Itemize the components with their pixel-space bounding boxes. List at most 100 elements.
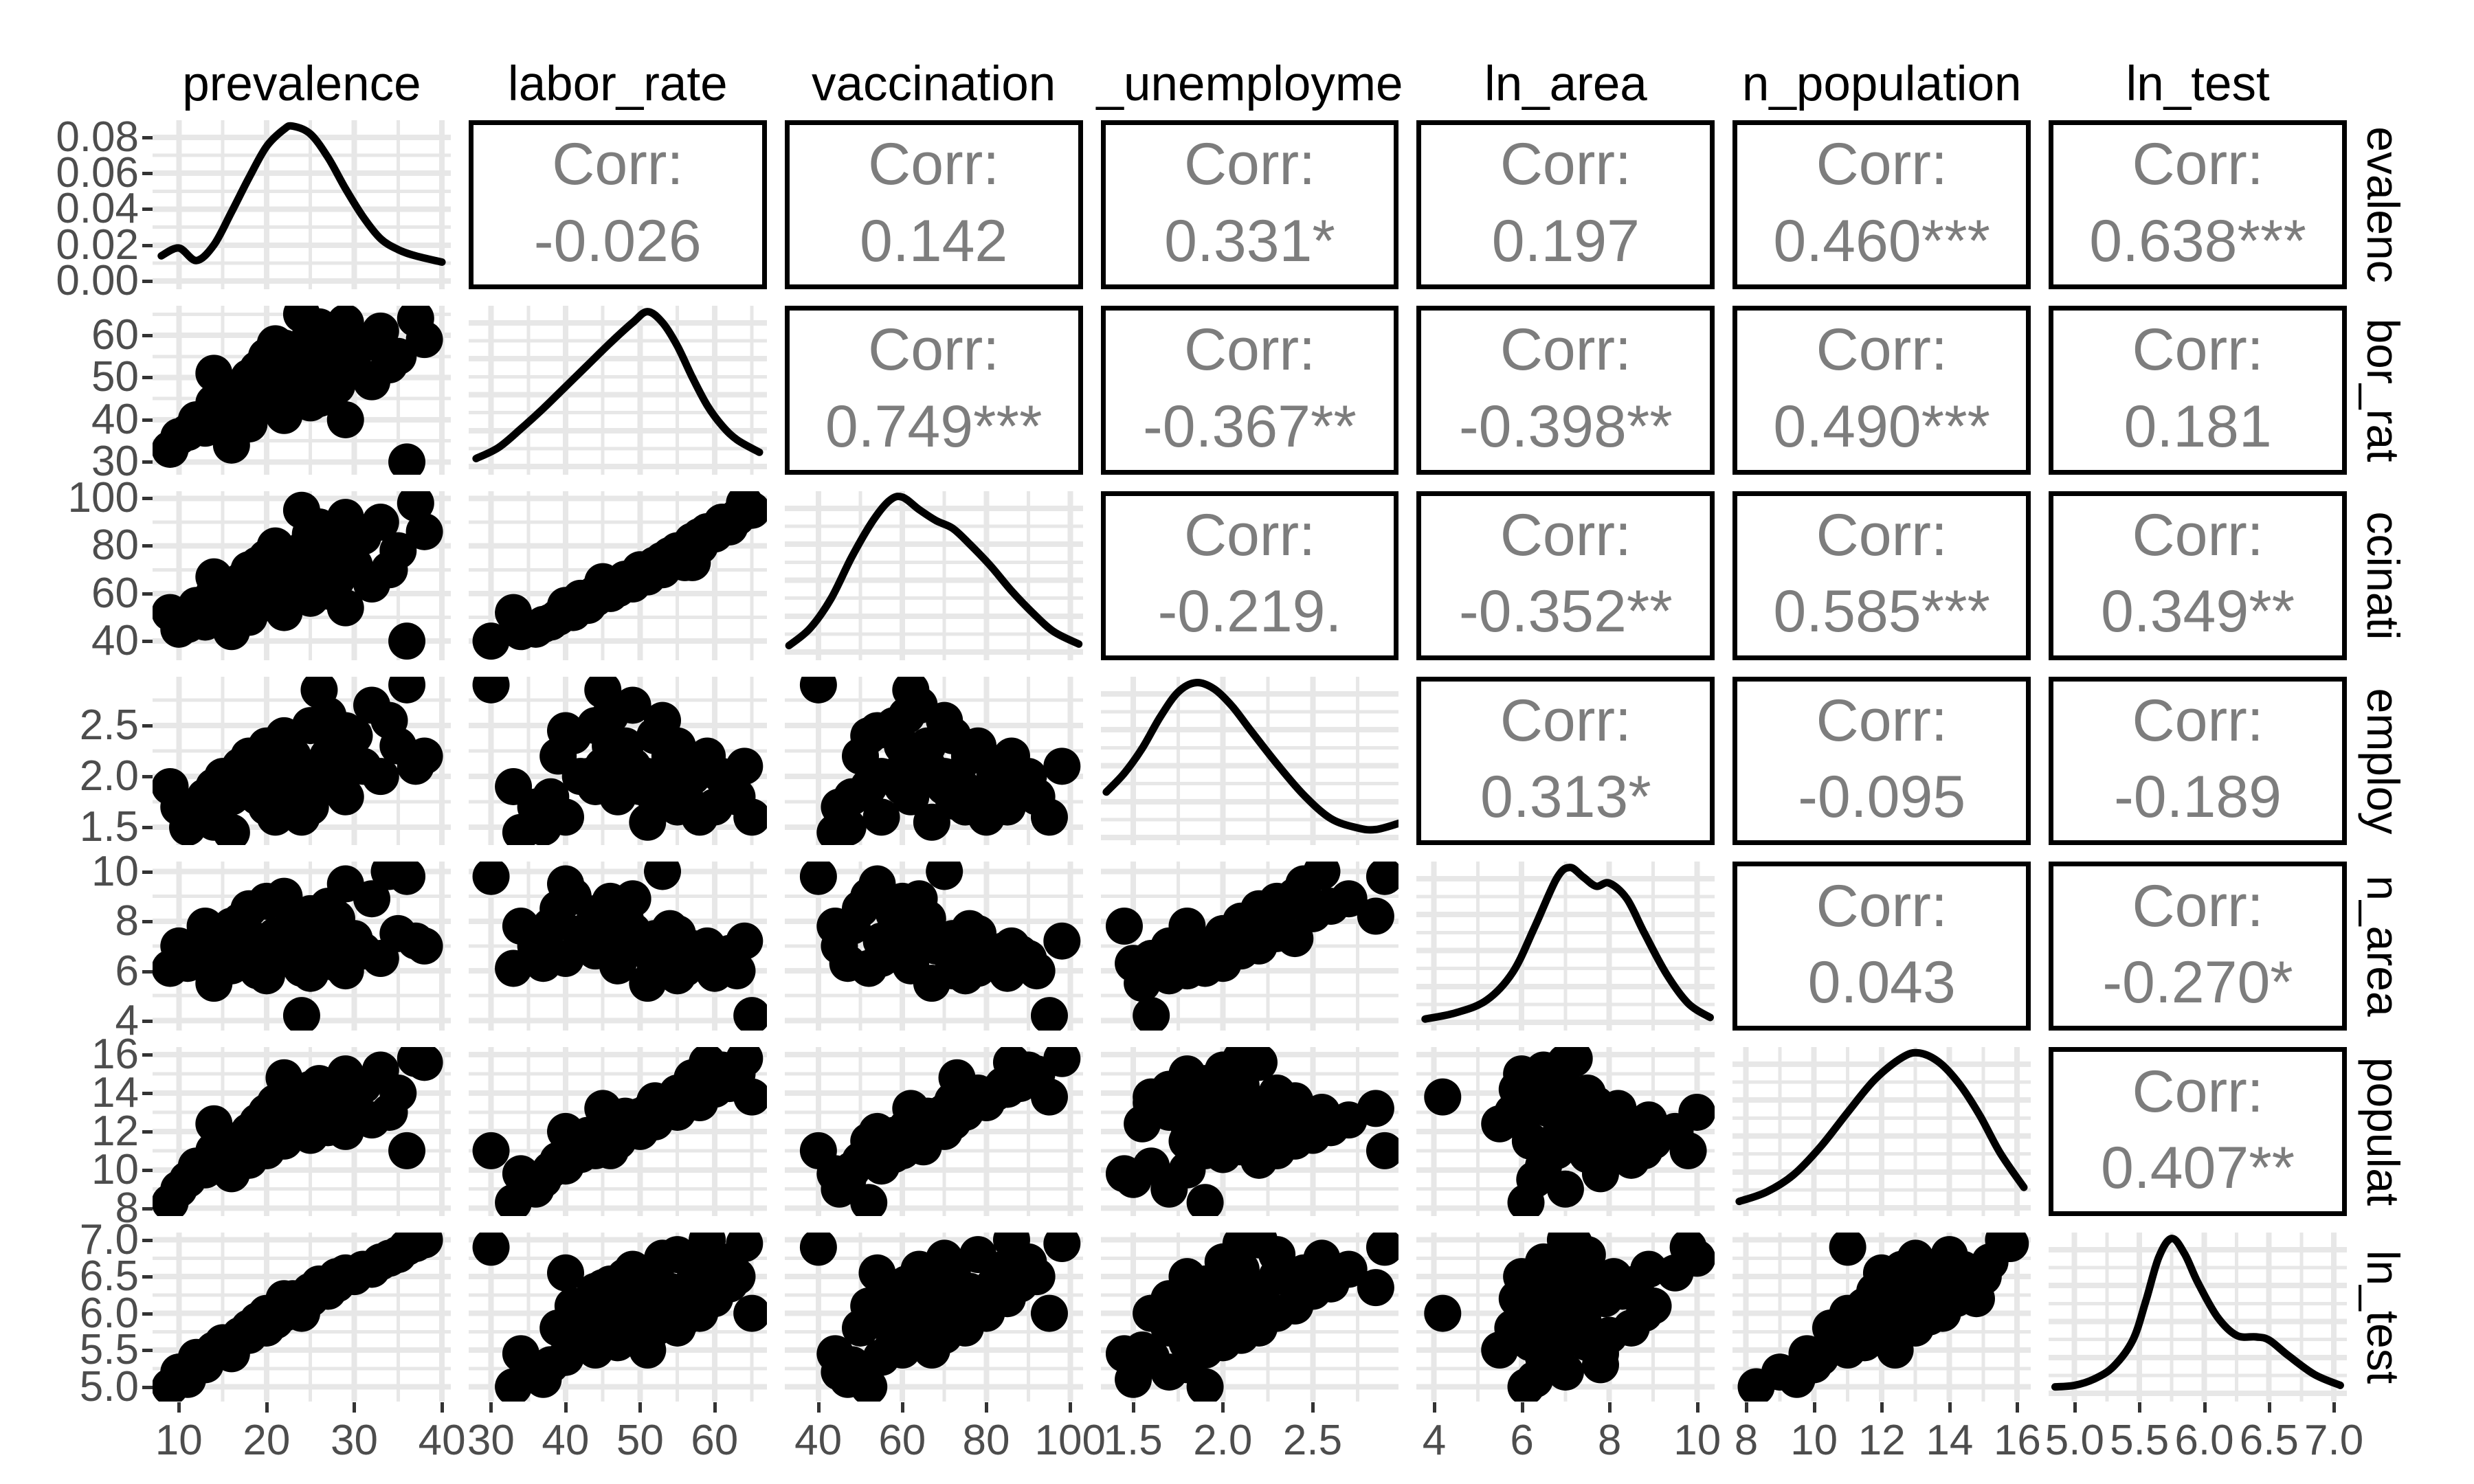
row-strip-ln_test: ln_test: [2358, 1250, 2409, 1384]
corr-label: Corr:: [1500, 317, 1631, 383]
corr-label: Corr:: [1500, 502, 1631, 569]
x-tick-ln_unemployment-2.5: 2.5: [1282, 1417, 1343, 1465]
tick-mark: [142, 639, 153, 643]
corr-value: 0.142: [860, 207, 1008, 274]
tick-mark: [1948, 1402, 1952, 1413]
tick-mark: [265, 1402, 269, 1413]
density-panel-ln_population: [1732, 1047, 2031, 1217]
scatter-panel-labor_rate-vs-ln_area: [468, 862, 767, 1031]
scatter-panel-prevalence-vs-ln_unemployment: [153, 676, 451, 846]
x-tick-ln_population-10: 10: [1790, 1417, 1838, 1465]
tick-mark: [142, 1206, 153, 1211]
x-tick-vaccination-80: 80: [962, 1417, 1010, 1465]
x-tick-vaccination-60: 60: [878, 1417, 926, 1465]
y-tick-ln_unemployment-2.5: 2.5: [79, 701, 139, 749]
scatter-panel-labor_rate-vs-vaccination: [468, 491, 767, 660]
tick-mark: [142, 418, 153, 422]
column-header-prevalence: prevalence: [182, 57, 421, 111]
tick-mark: [2203, 1402, 2207, 1413]
tick-mark: [1520, 1402, 1524, 1413]
corr-label: Corr:: [1500, 688, 1631, 754]
scatter-panel-prevalence-vs-ln_area: [153, 862, 451, 1031]
tick-mark: [177, 1402, 181, 1413]
corr-label: Corr:: [1500, 131, 1631, 198]
scatter-panel-prevalence-vs-vaccination: [153, 491, 451, 660]
x-tick-ln_population-16: 16: [1993, 1417, 2041, 1465]
x-tick-ln_population-14: 14: [1926, 1417, 1974, 1465]
corr-panel-labor_rate-ln_test: Corr: 0.181: [2049, 305, 2348, 475]
y-tick-ln_test-6.5: 6.5: [79, 1252, 139, 1301]
scatter-panel-ln_area-vs-ln_test: [1416, 1233, 1715, 1402]
tick-mark: [713, 1402, 717, 1413]
tick-mark: [142, 774, 153, 778]
tick-mark: [2332, 1402, 2337, 1413]
density-panel-vaccination: [784, 491, 1083, 660]
x-tick-ln_area-6: 6: [1510, 1417, 1534, 1465]
tick-mark: [1608, 1402, 1612, 1413]
tick-mark: [142, 1312, 153, 1316]
scatter-panel-vaccination-vs-ln_test: [784, 1233, 1083, 1402]
tick-mark: [2016, 1402, 2020, 1413]
y-tick-ln_test-5.0: 5.0: [79, 1362, 139, 1410]
corr-value: -0.026: [533, 207, 702, 274]
y-tick-ln_area-6: 6: [115, 947, 139, 995]
corr-label: Corr:: [1816, 131, 1948, 198]
corr-value: 0.407**: [2101, 1135, 2295, 1202]
y-tick-ln_population-16: 16: [91, 1031, 139, 1079]
corr-label: Corr:: [2132, 317, 2264, 383]
tick-mark: [142, 920, 153, 924]
corr-panel-labor_rate-ln_unemployment: Corr: -0.367**: [1100, 305, 1399, 475]
corr-label: Corr:: [1183, 502, 1316, 569]
column-header-ln_area: ln_area: [1484, 57, 1647, 111]
scatter-panel-ln_unemployment-vs-ln_area: [1100, 862, 1399, 1031]
row-strip-prevalence: evalenc: [2358, 126, 2409, 283]
corr-value: 0.043: [1807, 949, 1956, 1016]
y-tick-vaccination-80: 80: [91, 521, 139, 570]
corr-panel-labor_rate-ln_area: Corr: -0.398**: [1416, 305, 1715, 475]
corr-panel-vaccination-ln_area: Corr: -0.352**: [1416, 491, 1715, 660]
y-tick-ln_population-10: 10: [91, 1146, 139, 1194]
column-header-ln_test: ln_test: [2126, 57, 2270, 111]
tick-mark: [489, 1402, 493, 1413]
x-tick-ln_area-10: 10: [1673, 1417, 1721, 1465]
corr-panel-labor_rate-vaccination: Corr: 0.749***: [784, 305, 1083, 475]
tick-mark: [1131, 1402, 1135, 1413]
row-strip-ln_area: n_area: [2358, 875, 2409, 1018]
corr-value: 0.749***: [825, 393, 1043, 460]
tick-mark: [816, 1402, 821, 1413]
y-tick-density-0.00: 0.00: [56, 257, 139, 305]
x-tick-prevalence-10: 10: [155, 1417, 203, 1465]
y-tick-ln_area-8: 8: [115, 897, 139, 945]
tick-mark: [142, 243, 153, 247]
y-tick-density-0.02: 0.02: [56, 221, 139, 269]
corr-value: 0.331*: [1164, 207, 1335, 274]
tick-mark: [142, 207, 153, 212]
row-strip-vaccination: ccinati: [2358, 511, 2409, 640]
density-panel-labor_rate: [468, 305, 767, 475]
column-header-vaccination: vaccination: [812, 57, 1056, 111]
scatter-panel-ln_population-vs-ln_test: [1732, 1233, 2031, 1402]
y-tick-ln_population-12: 12: [91, 1108, 139, 1156]
tick-mark: [142, 497, 153, 501]
tick-mark: [142, 1385, 153, 1389]
corr-panel-prevalence-ln_test: Corr: 0.638***: [2049, 120, 2348, 289]
tick-mark: [1695, 1402, 1700, 1413]
corr-label: Corr:: [1183, 317, 1316, 383]
y-tick-labor_rate-60: 60: [91, 311, 139, 359]
tick-mark: [638, 1402, 643, 1413]
corr-value: 0.490***: [1773, 393, 1991, 460]
tick-mark: [142, 280, 153, 284]
y-tick-ln_population-14: 14: [91, 1069, 139, 1117]
corr-label: Corr:: [868, 317, 1000, 383]
corr-label: Corr:: [2132, 873, 2264, 939]
corr-panel-vaccination-ln_population: Corr: 0.585***: [1732, 491, 2031, 660]
y-tick-vaccination-40: 40: [91, 616, 139, 664]
tick-mark: [142, 1130, 153, 1134]
x-tick-ln_unemployment-1.5: 1.5: [1103, 1417, 1163, 1465]
tick-mark: [142, 723, 153, 728]
scatter-panel-vaccination-vs-ln_population: [784, 1047, 1083, 1217]
tick-mark: [142, 333, 153, 337]
corr-panel-labor_rate-ln_population: Corr: 0.490***: [1732, 305, 2031, 475]
corr-label: Corr:: [1816, 688, 1948, 754]
column-header-ln_unemployment: _unemployme: [1096, 57, 1403, 111]
